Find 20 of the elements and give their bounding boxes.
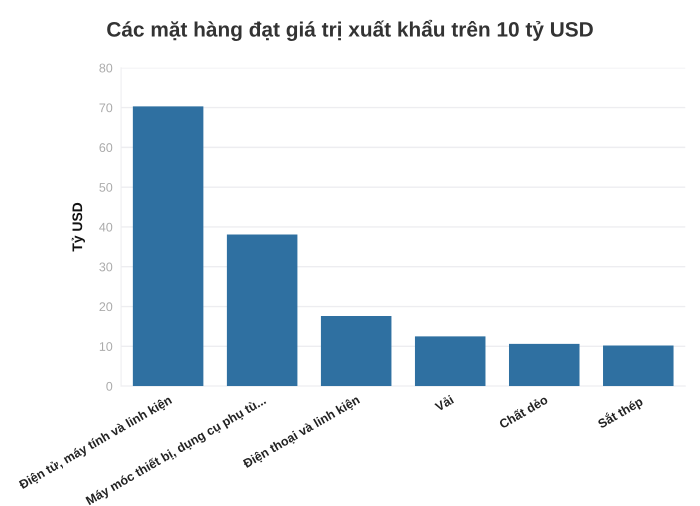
bar [132,106,204,386]
y-tick-label: 80 [99,64,112,72]
y-tick-label: 30 [99,262,112,272]
bar [603,346,674,386]
y-tick-label: 40 [99,222,112,232]
y-tick-label: 60 [100,143,112,152]
y-tick-label: 70 [100,103,112,112]
y-tick-label: 10 [100,342,112,351]
x-tick-label: Vải [434,394,454,412]
bar [508,344,580,386]
y-tick-label: 0 [106,382,112,391]
x-tick-label: Sắt thép [596,394,645,431]
y-tick-label: 20 [99,302,112,312]
chart-title: Các mặt hàng đạt giá trị xuất khẩu trên 10 tỷ USD [107,20,593,41]
bar [226,234,298,386]
bar [320,316,392,386]
y-axis-title: Tỷ USD [72,202,85,252]
x-tick-label: Chất dẻo [498,394,548,429]
bar [414,336,486,386]
y-tick-label: 50 [99,182,112,192]
